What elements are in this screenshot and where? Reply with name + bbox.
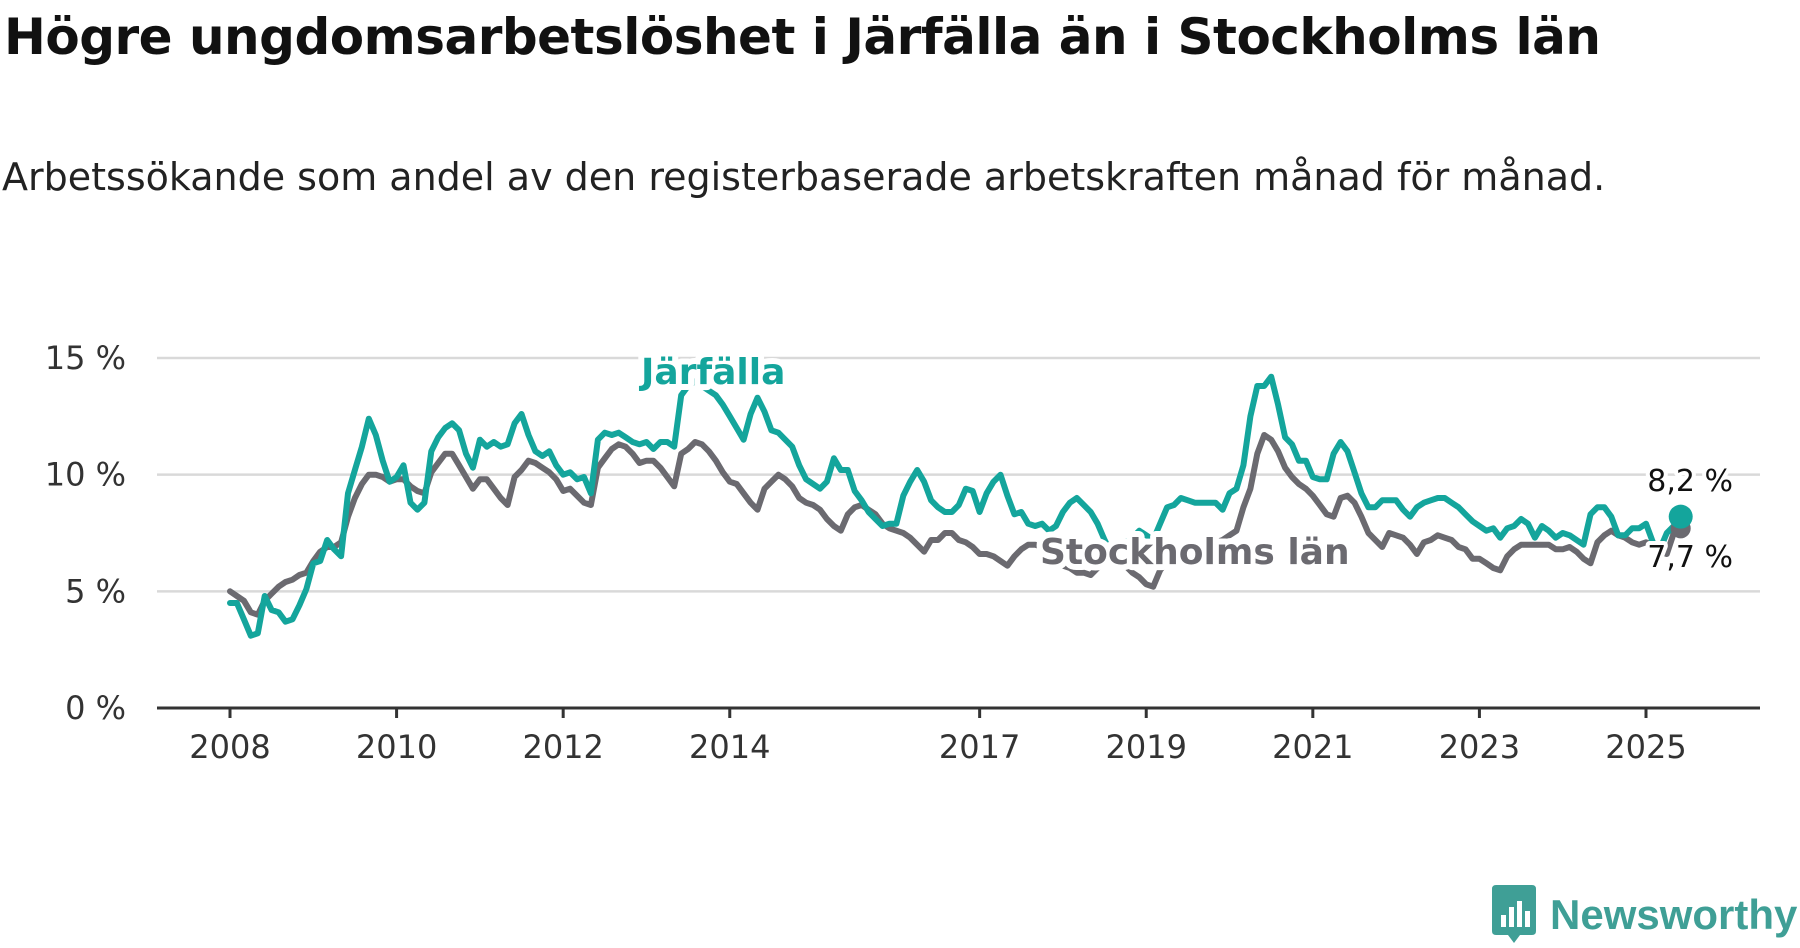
chart-title: Högre ungdomsarbetslöshet i Järfälla än … [4,8,1601,66]
y-tick-label: 5 % [65,572,126,610]
series-line-jarfalla [227,373,1684,639]
x-tick-label: 2008 [189,728,270,766]
grid-lines: 0 % 5 % 10 % 15 % [45,339,1760,727]
chart-subtitle: Arbetssökande som andel av den registerb… [2,155,1606,199]
annotation-labels: Järfälla Stockholms län 8,2 % 7,7 % [632,346,1737,579]
x-tick-label: 2023 [1439,728,1520,766]
x-tick-label: 2017 [939,728,1020,766]
y-tick-label: 0 % [65,689,126,727]
x-tick-label: 2019 [1106,728,1187,766]
y-tick-label: 15 % [45,339,126,377]
newsworthy-logo-text: Newsworthy [1550,891,1798,938]
series-line-stockholm [227,432,1684,618]
y-tick-label: 10 % [45,456,126,494]
newsworthy-logo: Newsworthy [1490,885,1797,945]
x-tick-label: 2021 [1272,728,1353,766]
x-tick-label: 2025 [1605,728,1686,766]
x-axis: 2008 2010 2012 2014 2017 2019 2021 2023 2025 [157,706,1760,766]
series-lines [227,373,1684,639]
x-tick-label: 2010 [356,728,437,766]
newsworthy-logo-icon [1492,885,1536,943]
series-label-stockholm: Stockholms län [1040,532,1350,573]
end-marker-jarfalla [1668,504,1693,529]
end-label-jarfalla: 8,2 % [1647,464,1733,499]
x-tick-label: 2014 [689,728,770,766]
end-label-stockholm: 7,7 % [1647,540,1733,575]
x-tick-label: 2012 [522,728,603,766]
series-label-jarfalla: Järfälla [638,352,785,393]
